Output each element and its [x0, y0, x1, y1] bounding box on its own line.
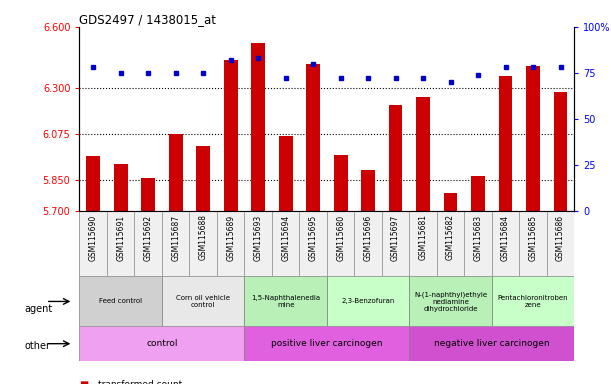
Bar	[162, 276, 244, 326]
Text: other: other	[24, 341, 51, 351]
Bar	[389, 105, 403, 211]
Bar	[306, 64, 320, 211]
Bar	[554, 93, 568, 211]
Text: GSM115691: GSM115691	[116, 215, 125, 261]
Text: GSM115695: GSM115695	[309, 215, 318, 261]
Bar	[86, 156, 100, 211]
Bar	[471, 176, 485, 211]
Bar	[327, 276, 409, 326]
Text: Feed control: Feed control	[99, 298, 142, 305]
Bar	[141, 179, 155, 211]
Bar	[334, 155, 348, 211]
Text: transformed count: transformed count	[98, 380, 182, 384]
Text: GSM115683: GSM115683	[474, 215, 483, 261]
Text: N-(1-naphthyl)ethyle
nediamine
dihydrochloride: N-(1-naphthyl)ethyle nediamine dihydroch…	[414, 291, 487, 312]
Bar	[251, 43, 265, 211]
Bar	[196, 146, 210, 211]
Text: GSM115689: GSM115689	[226, 215, 235, 261]
Bar	[244, 326, 409, 361]
Text: Pentachloronitroben
zene: Pentachloronitroben zene	[498, 295, 568, 308]
Text: GSM115688: GSM115688	[199, 215, 208, 260]
Text: 2,3-Benzofuran: 2,3-Benzofuran	[342, 298, 395, 305]
Text: agent: agent	[24, 304, 53, 314]
Bar	[492, 276, 574, 326]
Bar	[409, 276, 492, 326]
Text: GSM115685: GSM115685	[529, 215, 538, 261]
Text: GSM115693: GSM115693	[254, 215, 263, 261]
Text: GSM115681: GSM115681	[419, 215, 428, 260]
Bar	[526, 66, 540, 211]
Text: GSM115690: GSM115690	[89, 215, 98, 261]
Text: GSM115694: GSM115694	[281, 215, 290, 261]
Bar	[444, 193, 458, 211]
Text: GSM115684: GSM115684	[501, 215, 510, 261]
Bar	[279, 136, 293, 211]
Text: GSM115680: GSM115680	[336, 215, 345, 261]
Text: GSM115686: GSM115686	[556, 215, 565, 261]
Bar	[361, 170, 375, 211]
Bar	[114, 164, 128, 211]
Text: control: control	[146, 339, 178, 348]
Text: Corn oil vehicle
control: Corn oil vehicle control	[176, 295, 230, 308]
Text: GSM115696: GSM115696	[364, 215, 373, 261]
Text: 1,5-Naphthalenedia
mine: 1,5-Naphthalenedia mine	[251, 295, 320, 308]
Bar	[244, 276, 327, 326]
Bar	[169, 134, 183, 211]
Text: negative liver carcinogen: negative liver carcinogen	[434, 339, 550, 348]
Text: ■: ■	[79, 380, 89, 384]
Text: GSM115692: GSM115692	[144, 215, 153, 261]
Bar	[79, 276, 162, 326]
Bar	[499, 76, 513, 211]
Text: GDS2497 / 1438015_at: GDS2497 / 1438015_at	[79, 13, 216, 26]
Bar	[79, 211, 574, 276]
Bar	[79, 326, 244, 361]
Text: GSM115687: GSM115687	[171, 215, 180, 261]
Text: GSM115682: GSM115682	[446, 215, 455, 260]
Text: positive liver carcinogen: positive liver carcinogen	[271, 339, 382, 348]
Text: GSM115697: GSM115697	[391, 215, 400, 261]
Bar	[416, 96, 430, 211]
Bar	[224, 60, 238, 211]
Bar	[409, 326, 574, 361]
